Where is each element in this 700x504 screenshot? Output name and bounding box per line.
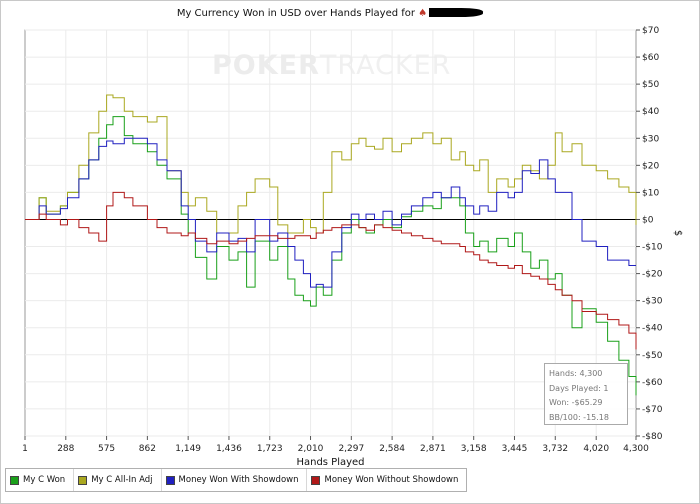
chart-title-text: My Currency Won in USD over Hands Played… bbox=[176, 8, 416, 19]
redacted-player-name bbox=[429, 8, 484, 17]
chart-title: My Currency Won in USD over Hands Played… bbox=[0, 8, 660, 19]
legend-label: My C Won bbox=[23, 475, 66, 485]
legend-item-my-c-won[interactable]: My C Won bbox=[6, 469, 75, 491]
legend-item-money-won-with-showdown[interactable]: Money Won With Showdown bbox=[162, 469, 308, 491]
y-tick-label: $10 bbox=[642, 188, 659, 198]
spade-icon: ♠ bbox=[418, 8, 428, 19]
legend-swatch bbox=[10, 475, 19, 485]
axis-layer: 1 288 575 862 1,149 1,436 1,723 2,010 2,297 2,584… bbox=[22, 26, 683, 468]
x-tick-label: 4,300 bbox=[623, 444, 649, 454]
y-tick-label: $20 bbox=[642, 161, 659, 171]
x-tick-label: 1,436 bbox=[216, 444, 242, 454]
x-tick-label: 575 bbox=[98, 444, 115, 454]
x-tick-label: 4,020 bbox=[583, 444, 609, 454]
x-tick-label: 1 bbox=[22, 444, 28, 454]
y-tick-label: -$70 bbox=[642, 405, 663, 415]
y-tick-label: $70 bbox=[642, 26, 659, 36]
x-tick-label: 3,158 bbox=[461, 444, 487, 454]
legend-label: My C All-In Adj bbox=[91, 475, 153, 485]
legend-label: Money Won With Showdown bbox=[178, 475, 299, 485]
series-line-0 bbox=[25, 116, 637, 396]
x-axis-label: Hands Played bbox=[296, 457, 364, 468]
legend-label: Money Won Without Showdown bbox=[324, 475, 459, 485]
y-tick-label: $30 bbox=[642, 134, 659, 144]
stats-box: Hands: 4,300 Days Played: 1 Won: -$65.29… bbox=[544, 363, 628, 425]
y-tick-label: -$30 bbox=[642, 297, 663, 307]
watermark-bold: POKER bbox=[212, 50, 320, 81]
stats-days-played: Days Played: 1 bbox=[549, 383, 609, 393]
y-tick-label: -$20 bbox=[642, 270, 663, 280]
pokertracker-watermark: POKERTRACKER bbox=[212, 50, 451, 81]
x-tick-label: 2,297 bbox=[338, 444, 364, 454]
stats-bb100: BB/100: -15.18 bbox=[549, 412, 609, 422]
x-tick-label: 2,871 bbox=[420, 444, 446, 454]
y-tick-label: -$10 bbox=[642, 243, 663, 253]
legend-item-my-c-all-in-adj[interactable]: My C All-In Adj bbox=[74, 469, 162, 491]
series-line-1 bbox=[25, 94, 637, 234]
y-tick-label: $50 bbox=[642, 80, 659, 90]
stats-hands: Hands: 4,300 bbox=[549, 369, 603, 378]
y-tick-label: $0 bbox=[642, 215, 654, 225]
series-layer bbox=[25, 94, 637, 396]
legend-swatch bbox=[311, 475, 321, 485]
y-tick-label: -$80 bbox=[642, 432, 663, 442]
stats-won: Won: -$65.29 bbox=[549, 398, 603, 407]
x-tick-label: 1,723 bbox=[257, 444, 283, 454]
x-tick-label: 862 bbox=[139, 444, 156, 454]
legend-swatch bbox=[165, 475, 175, 485]
series-line-2 bbox=[25, 137, 636, 288]
y-tick-label: -$60 bbox=[642, 378, 663, 388]
y-tick-label: -$50 bbox=[642, 351, 663, 361]
x-tick-label: 2,584 bbox=[379, 444, 405, 454]
legend-item-money-won-without-showdown[interactable]: Money Won Without Showdown bbox=[307, 469, 466, 491]
x-tick-label: 288 bbox=[57, 444, 74, 454]
x-tick-label: 3,445 bbox=[502, 444, 528, 454]
legend-swatch bbox=[78, 475, 88, 485]
series-line-3 bbox=[25, 191, 637, 350]
y-tick-label: $40 bbox=[642, 107, 659, 117]
chart-legend: My C Won My C All-In Adj Money Won With … bbox=[5, 468, 468, 492]
y-axis-label: $ bbox=[672, 230, 683, 236]
y-tick-label: -$40 bbox=[642, 324, 663, 334]
x-tick-label: 2,010 bbox=[298, 444, 324, 454]
x-tick-label: 1,149 bbox=[175, 444, 201, 454]
y-tick-label: $60 bbox=[642, 53, 659, 63]
x-tick-label: 3,732 bbox=[542, 444, 568, 454]
watermark-light: TRACKER bbox=[319, 50, 452, 81]
